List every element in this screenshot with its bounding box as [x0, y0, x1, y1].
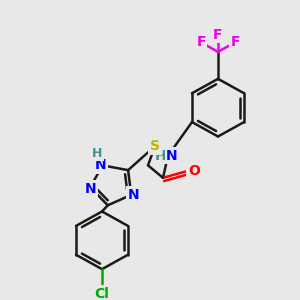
Text: F: F [213, 28, 223, 42]
Text: S: S [150, 139, 160, 153]
Text: N: N [128, 188, 139, 202]
Text: N: N [84, 182, 96, 196]
Text: H: H [92, 147, 102, 160]
Text: O: O [188, 164, 200, 178]
Text: N: N [95, 158, 106, 172]
Text: F: F [230, 35, 240, 49]
Text: F: F [196, 35, 206, 49]
Text: H: H [155, 149, 167, 163]
Text: N: N [166, 149, 178, 163]
Text: Cl: Cl [94, 287, 110, 300]
